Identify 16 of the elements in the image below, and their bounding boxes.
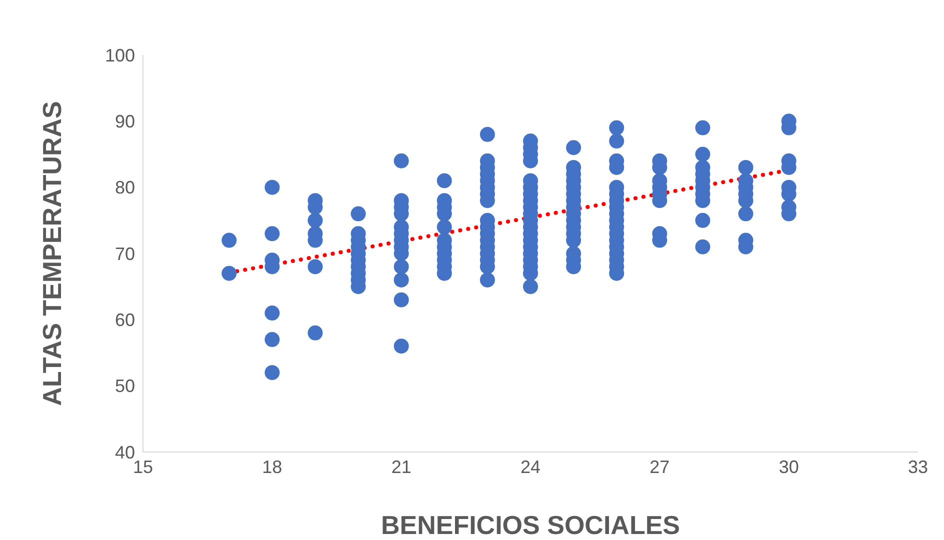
y-axis-title: ALTAS TEMPERATURAS — [37, 101, 68, 406]
x-tick-label: 30 — [778, 456, 799, 477]
x-tick-label: 21 — [391, 456, 412, 477]
x-axis-title: BENEFICIOS SOCIALES — [380, 510, 680, 540]
x-tick-label: 15 — [132, 456, 154, 477]
y-tick-label: 80 — [114, 178, 135, 198]
y-tick-label: 60 — [114, 310, 135, 330]
y-tick-label: 50 — [114, 376, 135, 396]
x-tick-label: 24 — [520, 456, 541, 477]
x-tick-label: 18 — [262, 456, 282, 477]
y-tick-label: 40 — [114, 442, 135, 462]
y-tick-label: 90 — [114, 112, 135, 132]
x-tick-label: 33 — [908, 456, 928, 477]
x-tick-label: 27 — [650, 456, 670, 477]
y-tick-label: 100 — [104, 45, 135, 66]
y-tick-label: 70 — [114, 244, 135, 264]
